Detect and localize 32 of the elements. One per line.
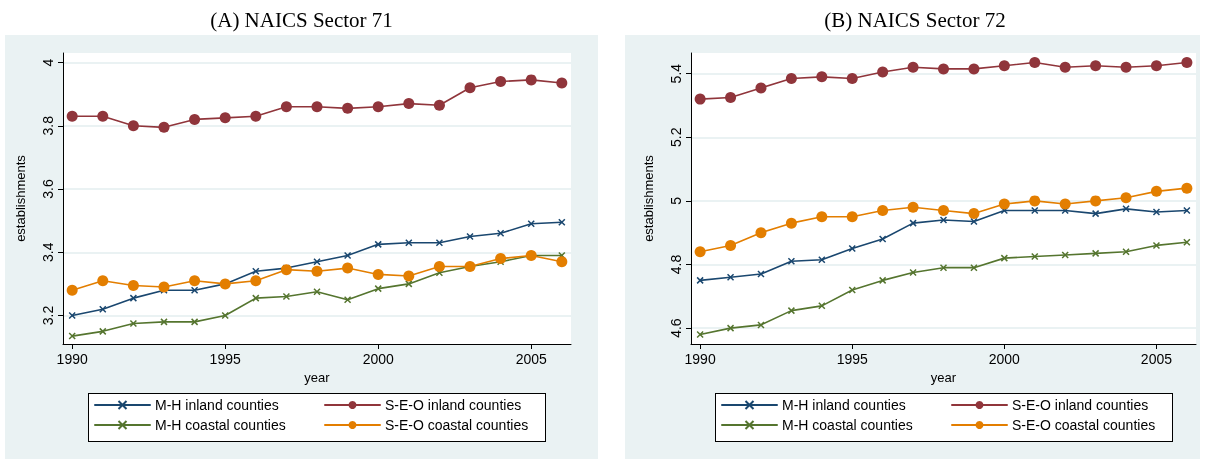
- y-tick-label: 4.6: [668, 318, 684, 338]
- y-tick-label: 5: [668, 196, 684, 205]
- x-tick-label: 1995: [836, 351, 869, 367]
- legend-label: M-H inland counties: [782, 397, 906, 413]
- chart-title: (B) NAICS Sector 72: [824, 7, 1006, 32]
- y-axis-title: establishments: [641, 154, 656, 242]
- y-tick-label: 3.2: [40, 305, 56, 326]
- x-tick-label: 1990: [684, 351, 716, 367]
- legend-label: M-H inland counties: [155, 397, 279, 413]
- legend-label: S-E-O coastal counties: [385, 417, 529, 433]
- legend-label: S-E-O inland counties: [385, 397, 522, 413]
- legend-label: M-H coastal counties: [155, 417, 286, 433]
- x-tick-label: 2005: [515, 351, 547, 367]
- x-axis-title: year: [930, 369, 957, 385]
- y-tick-label: 3.6: [40, 179, 56, 199]
- y-tick-label: 5.4: [668, 63, 684, 84]
- y-tick-label: 3.8: [40, 115, 56, 136]
- chart-title: (A) NAICS Sector 71: [210, 7, 393, 32]
- y-tick-label: 4.8: [668, 254, 684, 275]
- x-tick-label: 2005: [1140, 351, 1173, 367]
- legend-label: M-H coastal counties: [782, 417, 913, 433]
- y-tick-label: 5.2: [668, 127, 684, 148]
- legend-label: S-E-O inland counties: [1012, 397, 1149, 413]
- x-tick-label: 2000: [362, 351, 394, 367]
- y-tick-label: 3.4: [40, 242, 56, 263]
- x-axis-title: year: [304, 369, 331, 385]
- x-tick-label: 1990: [56, 351, 88, 367]
- y-tick-label: 4: [40, 58, 56, 67]
- x-tick-label: 2000: [988, 351, 1021, 367]
- legend-label: S-E-O coastal counties: [1012, 417, 1156, 433]
- y-axis-title: establishments: [13, 154, 28, 242]
- x-tick-label: 1995: [209, 351, 241, 367]
